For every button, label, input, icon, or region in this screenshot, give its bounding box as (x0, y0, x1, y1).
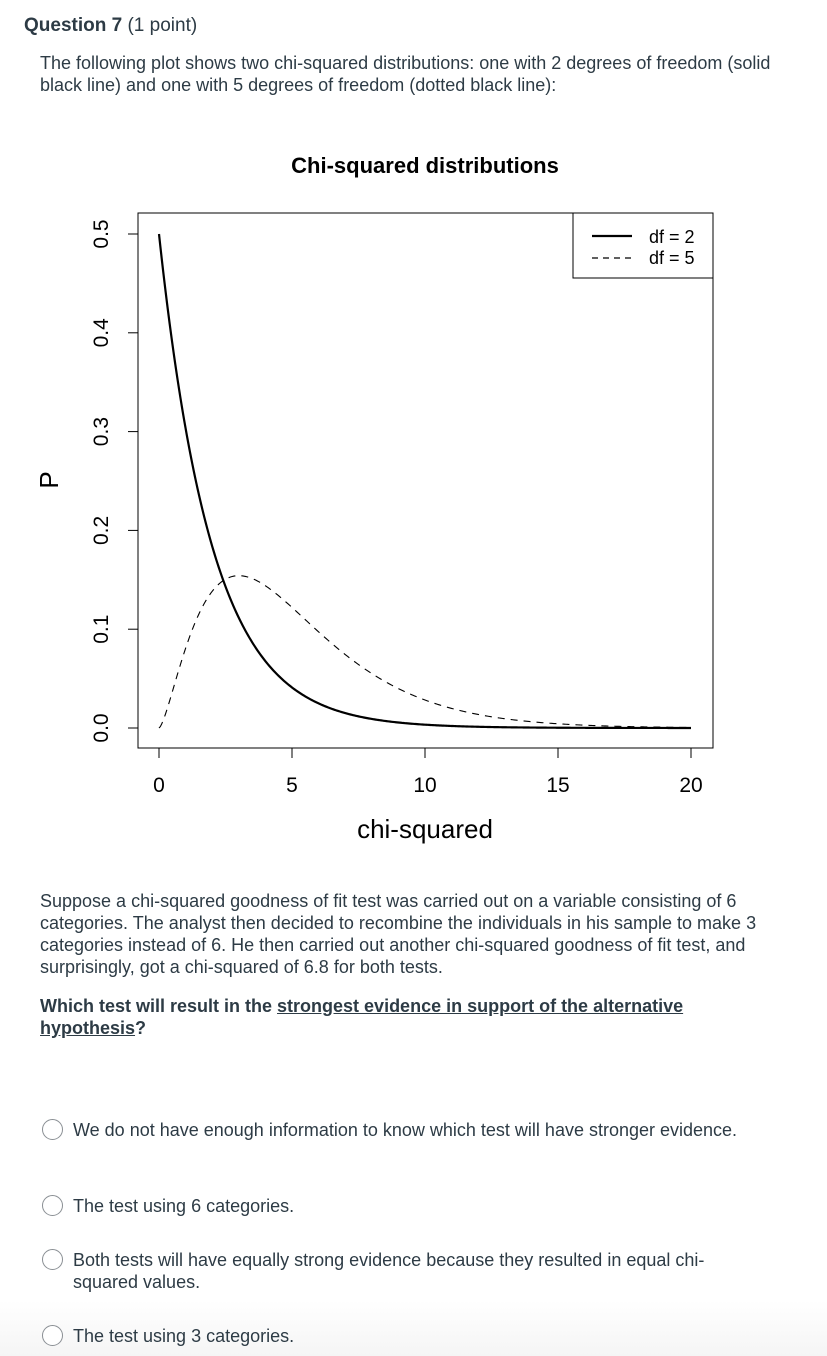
option-label: Both tests will have equally strong evid… (73, 1250, 705, 1292)
question-prefix: Which test will result in the (40, 996, 278, 1016)
question-suffix: ? (135, 1018, 147, 1038)
y-tick-label: 0.0 (90, 713, 113, 742)
x-tick-label: 10 (413, 774, 436, 797)
option-label: The test using 3 categories. (73, 1326, 295, 1346)
x-tick-label: 20 (679, 774, 702, 797)
series-line-df5 (158, 575, 692, 729)
y-tick-label: 0.3 (90, 417, 113, 446)
legend-box (572, 212, 714, 279)
x-axis-label: chi-squared (357, 814, 493, 844)
radio-button[interactable] (42, 1195, 63, 1216)
question-header: Question 7 (1 point) (24, 15, 197, 37)
radio-button[interactable] (42, 1249, 63, 1270)
y-tick-label: 0.4 (90, 318, 113, 348)
question-emphasis: strongest evidence in support of the alt… (40, 996, 684, 1038)
y-tick-label: 0.5 (90, 219, 113, 248)
plot-frame (137, 212, 714, 749)
option-label: We do not have enough information to kno… (73, 1120, 738, 1140)
legend-label-df5: df = 5 (649, 248, 695, 268)
radio-button[interactable] (42, 1325, 63, 1346)
chart-title: Chi-squared distributions (291, 153, 559, 178)
question-points: (1 point) (127, 15, 198, 36)
x-tick-label: 5 (286, 774, 298, 797)
question-number: Question 7 (24, 15, 123, 36)
y-axis: 0.0 0.1 0.2 0.3 0.4 0.5 (90, 219, 139, 743)
legend-label-df2: df = 2 (649, 227, 695, 247)
question-prompt: Which test will result in the strongest … (40, 995, 740, 1039)
option-label: The test using 6 categories. (73, 1196, 295, 1216)
series-layer (157, 233, 692, 730)
x-axis: 0 5 10 15 20 (153, 747, 703, 797)
radio-button[interactable] (42, 1119, 63, 1140)
bottom-fade (0, 1300, 827, 1356)
y-tick-label: 0.1 (90, 615, 113, 644)
x-tick-label: 0 (153, 774, 165, 797)
y-tick-label: 0.2 (90, 516, 113, 545)
x-tick-label: 15 (546, 774, 569, 797)
question-intro: The following plot shows two chi-squared… (40, 53, 771, 95)
y-axis-label: P (34, 471, 64, 488)
scenario-text: Suppose a chi-squared goodness of fit te… (40, 891, 757, 977)
legend: df = 2 df = 5 (572, 212, 714, 279)
chi-squared-chart: Chi-squared distributions 0 5 10 15 20 0.00.… (34, 153, 714, 844)
series-line-df2 (157, 233, 691, 730)
